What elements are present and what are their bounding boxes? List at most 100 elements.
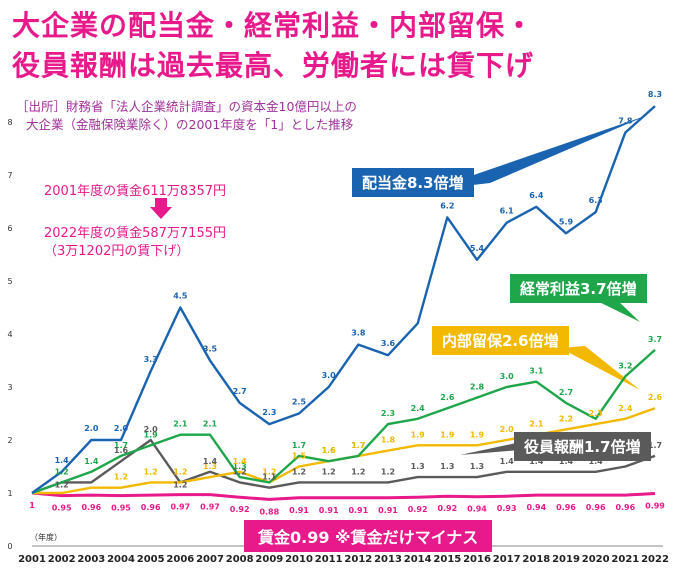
data-label-dividend: 2.5 xyxy=(292,398,307,407)
data-label-retained: 1.7 xyxy=(351,441,365,450)
x-tick-label: 2009 xyxy=(255,554,283,565)
y-tick-label: 7 xyxy=(7,171,12,180)
data-label-retained: 2.0 xyxy=(500,425,515,434)
y-tick-label: 8 xyxy=(7,118,12,127)
series-line-wage xyxy=(31,491,656,501)
data-label-dividend: 3.5 xyxy=(203,345,218,354)
data-label-dividend: 6.1 xyxy=(500,207,515,216)
data-label-exec: 1.6 xyxy=(114,446,129,455)
data-label-wage: 0.94 xyxy=(526,503,546,512)
data-label-profit: 1.7 xyxy=(351,441,365,450)
data-label-profit: 2.7 xyxy=(559,388,573,397)
data-label-profit: 3.7 xyxy=(648,335,662,344)
data-label-retained: 1.9 xyxy=(470,430,485,439)
x-tick-label: 2008 xyxy=(226,554,254,565)
data-label-profit: 3.1 xyxy=(529,367,544,376)
x-tick-label: 2015 xyxy=(433,554,461,565)
data-label-profit: 3.2 xyxy=(618,361,632,370)
data-label-wage: 0.96 xyxy=(615,503,635,512)
callout-wage: 賃金0.99 ※賃金だけマイナス xyxy=(244,520,493,552)
data-label-dividend: 7.8 xyxy=(618,117,633,126)
data-label-wage: 0.91 xyxy=(319,506,339,515)
wage-note-arrow xyxy=(150,198,172,220)
x-tick-label: 2014 xyxy=(404,554,432,565)
data-label-retained: 1.2 xyxy=(173,467,187,476)
source-line-1: ［出所］財務省「法人企業統計調査」の資本金10億円以上の xyxy=(16,99,357,114)
data-label-profit: 1.7 xyxy=(114,441,128,450)
data-label-retained: 2.6 xyxy=(648,393,663,402)
data-label-exec: 1.7 xyxy=(648,441,662,450)
data-label-dividend: 4.5 xyxy=(173,292,188,301)
y-tick-label: 3 xyxy=(7,383,12,392)
data-label-exec: 1.2 xyxy=(292,467,306,476)
data-label-profit: 2.8 xyxy=(470,383,485,392)
data-label-profit: 1.9 xyxy=(144,430,159,439)
data-label-dividend: 2.3 xyxy=(262,408,276,417)
callout-dividend: 配当金8.3倍増 xyxy=(352,168,474,197)
data-label-retained: 1.3 xyxy=(203,462,217,471)
data-label-wage: 0.95 xyxy=(52,504,72,513)
data-label-dividend: 2.0 xyxy=(84,424,99,433)
y-tick-label: 6 xyxy=(7,224,12,233)
x-tick-label: 2002 xyxy=(48,554,76,565)
data-label-exec: 1.3 xyxy=(470,462,484,471)
data-label-wage: 0.92 xyxy=(437,504,457,513)
data-label-profit: 1.4 xyxy=(84,457,99,466)
y-tick-label: 4 xyxy=(7,330,12,339)
y-tick-label: 5 xyxy=(7,277,12,286)
callout-pointer-profit xyxy=(595,298,640,322)
data-label-exec: 1.3 xyxy=(411,462,425,471)
data-label-profit: 2.4 xyxy=(411,404,426,413)
y-tick-label: 1 xyxy=(7,489,12,498)
data-label-dividend: 6.2 xyxy=(440,201,454,210)
y-tick-label: 2 xyxy=(7,436,12,445)
data-label-profit: 1.3 xyxy=(233,462,247,471)
x-tick-label: 2018 xyxy=(522,554,550,565)
data-label-retained: 1.2 xyxy=(262,467,276,476)
data-label-exec: 2.0 xyxy=(144,425,159,434)
callout-pointer-retained xyxy=(560,346,640,390)
x-tick-label: 2020 xyxy=(582,554,610,565)
data-label-dividend: 8.3 xyxy=(648,90,662,99)
data-label-wage: 0.97 xyxy=(200,503,220,512)
wage-note-2001: 2001年度の賃金611万8357円 xyxy=(44,184,226,199)
data-label-wage: 0.91 xyxy=(289,506,309,515)
x-tick-label: 2005 xyxy=(137,554,165,565)
data-label-profit: 2.3 xyxy=(381,409,395,418)
data-label-retained: 1.2 xyxy=(144,467,158,476)
down-arrow-icon xyxy=(150,198,172,219)
x-tick-label: 2019 xyxy=(552,554,580,565)
x-tick-label: 2003 xyxy=(77,554,105,565)
data-label-dividend: 3.3 xyxy=(144,355,158,364)
data-label-profit: 3.0 xyxy=(500,372,515,381)
data-label-retained: 1.2 xyxy=(114,473,128,482)
data-label-wage: 0.94 xyxy=(467,505,487,514)
data-label-exec: 1.3 xyxy=(440,462,454,471)
x-tick-label: 2007 xyxy=(196,554,224,565)
x-axis-label: （年度） xyxy=(30,532,62,542)
data-label-wage: 0.91 xyxy=(378,506,398,515)
title-line-1: 大企業の配当金・経常利益・内部留保・ xyxy=(12,9,535,42)
data-label-dividend: 2.7 xyxy=(233,387,247,396)
data-label-dividend: 2.0 xyxy=(114,424,129,433)
data-label-exec: 1.2 xyxy=(322,467,336,476)
data-label-profit: 1.2 xyxy=(55,467,69,476)
data-label-exec: 1.2 xyxy=(173,480,187,489)
data-label-dividend: 5.4 xyxy=(470,244,485,253)
data-label-wage: 0.96 xyxy=(81,503,101,512)
x-tick-label: 2012 xyxy=(344,554,372,565)
data-label-exec: 1.2 xyxy=(233,467,247,476)
data-label-dividend: 6.3 xyxy=(589,196,603,205)
x-tick-label: 2017 xyxy=(493,554,521,565)
data-label-dividend: 6.4 xyxy=(529,191,544,200)
x-tick-label: 2011 xyxy=(315,554,343,565)
data-label-exec: 1.4 xyxy=(589,457,604,466)
y-tick-label: 0 xyxy=(7,542,12,551)
data-label-wage: 0.88 xyxy=(259,507,279,516)
data-label-wage: 0.96 xyxy=(556,503,576,512)
data-label-retained: 1.9 xyxy=(440,430,455,439)
callout-pointer-dividend xyxy=(430,115,648,190)
wage-note-cut: （3万1202円の賃下げ） xyxy=(44,244,190,259)
title-line-2: 役員報酬は過去最高、労働者には賃下げ xyxy=(12,49,535,82)
